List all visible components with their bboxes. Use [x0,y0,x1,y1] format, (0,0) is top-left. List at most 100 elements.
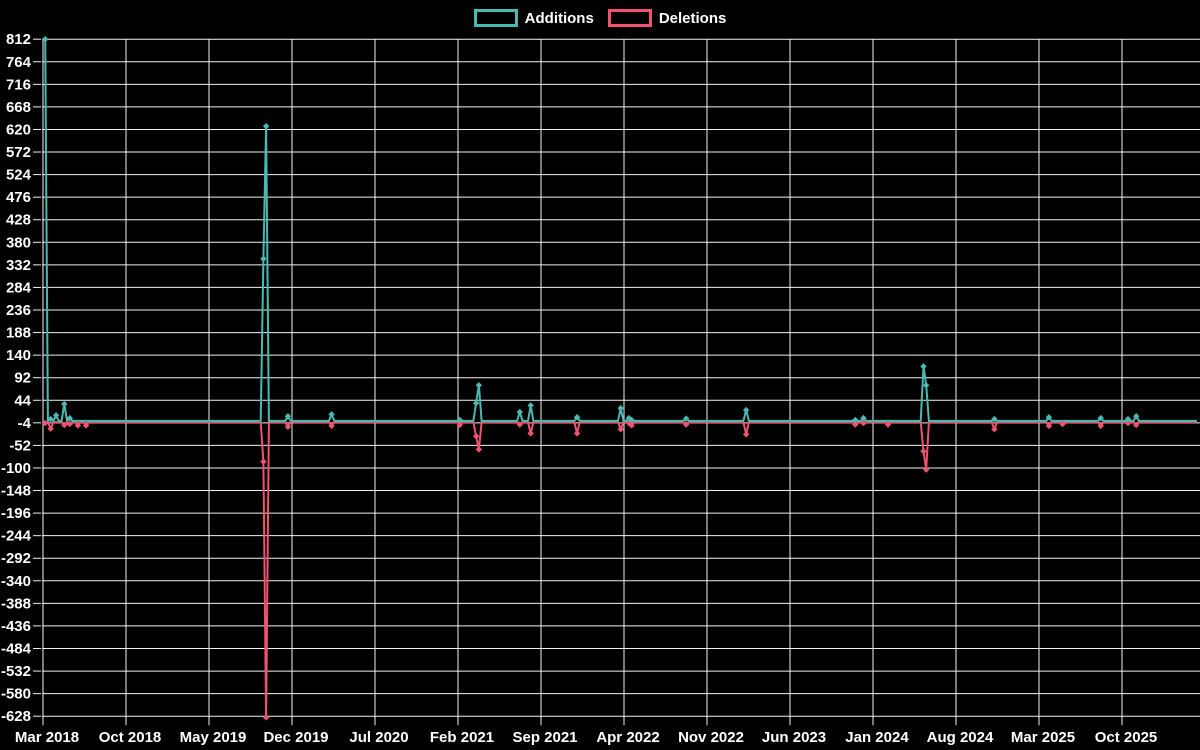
data-point-marker [922,382,930,389]
data-point-marker [475,382,483,389]
x-tick-label: Apr 2022 [596,729,659,746]
data-point-marker [682,415,690,422]
y-tick-label: 332 [6,257,31,274]
data-point-marker [262,122,270,130]
data-point-marker [284,413,292,420]
x-tick-label: Oct 2018 [99,729,162,746]
legend-item-additions[interactable]: Additions [473,9,594,27]
data-point-marker [860,414,867,422]
data-point-marker [1133,421,1140,429]
y-tick-label: 428 [6,212,31,229]
data-point-marker [742,406,750,414]
data-point-marker [628,422,635,429]
y-tick-label: 236 [6,302,31,319]
data-point-marker [472,399,480,407]
data-point-marker [1097,422,1104,430]
y-tick-label: -52 [9,437,31,454]
y-tick-label: 44 [14,392,31,409]
y-tick-label: -196 [1,505,31,522]
data-point-marker [66,414,73,422]
x-tick-label: Sep 2021 [512,729,577,746]
y-tick-label: 188 [6,325,31,342]
data-point-marker [61,421,68,429]
data-point-marker [66,420,73,428]
y-tick-label: 620 [6,121,31,138]
data-point-marker [742,431,750,438]
y-tick-label: -532 [1,663,31,680]
data-point-marker [52,412,60,419]
y-tick-label: -580 [1,686,31,703]
deletions-swatch [607,9,652,27]
x-tick-label: Aug 2024 [927,729,994,746]
data-point-marker [516,408,523,416]
deletions-legend-label: Deletions [658,9,727,27]
data-point-marker [1124,415,1132,423]
x-tick-label: Dec 2019 [263,729,328,746]
data-point-marker [573,413,581,421]
x-tick-label: Feb 2021 [430,729,494,746]
x-tick-label: Oct 2025 [1095,729,1158,746]
chart-legend: Additions Deletions [0,7,1200,29]
data-point-marker [61,400,68,408]
data-point-marker [260,458,267,465]
y-tick-label: -244 [1,528,32,545]
data-point-marker [260,255,267,262]
x-tick-label: Mar 2018 [15,729,79,746]
additions-line [44,38,1198,422]
x-tick-label: May 2019 [180,729,247,746]
data-point-marker [628,416,635,424]
data-point-marker [920,363,927,370]
data-point-marker [682,421,690,428]
data-point-marker [262,714,270,721]
x-tick-label: Mar 2025 [1011,729,1075,746]
data-point-marker [991,415,998,423]
data-point-marker [74,422,82,429]
data-point-marker [456,416,463,424]
y-tick-label: 476 [6,189,31,206]
data-point-marker [82,422,90,429]
data-point-marker [1097,414,1104,422]
y-tick-label: -100 [1,460,31,477]
y-tick-label: -436 [1,618,31,635]
data-point-marker [328,411,335,418]
data-point-marker [516,421,523,428]
y-tick-label: -148 [1,483,31,500]
y-tick-label: 572 [6,144,31,161]
additions-swatch [473,9,518,27]
y-tick-label: 140 [6,347,31,364]
y-tick-label: 764 [6,54,32,71]
data-point-marker [475,446,483,453]
deletions-line [44,421,1198,719]
data-point-marker [328,422,335,430]
y-tick-label: 92 [14,370,31,387]
data-point-marker [860,419,867,427]
data-point-marker [573,430,581,437]
data-point-marker [527,402,534,409]
y-tick-label: 284 [6,279,32,296]
y-tick-label: -628 [1,708,31,725]
data-point-marker [284,423,292,431]
data-point-marker [1045,413,1053,421]
y-tick-label: 812 [6,31,31,48]
data-point-marker [1133,413,1140,420]
data-point-marker [47,415,54,423]
data-point-marker [852,421,859,428]
y-tick-label: 668 [6,99,31,116]
data-point-marker [922,466,930,473]
data-point-marker [1045,422,1053,430]
y-tick-label: -388 [1,595,31,612]
legend-item-deletions[interactable]: Deletions [607,9,727,27]
y-tick-label: 380 [6,234,31,251]
y-tick-label: -340 [1,573,31,590]
data-point-marker [1124,419,1132,427]
data-point-marker [617,426,624,433]
x-tick-label: Jan 2024 [845,729,909,746]
data-point-marker [884,421,892,428]
data-point-marker [852,416,859,424]
data-point-marker [991,426,998,433]
data-point-marker [1059,420,1066,428]
data-point-marker [456,421,463,429]
additions-legend-label: Additions [524,9,594,27]
data-point-marker [42,35,49,43]
